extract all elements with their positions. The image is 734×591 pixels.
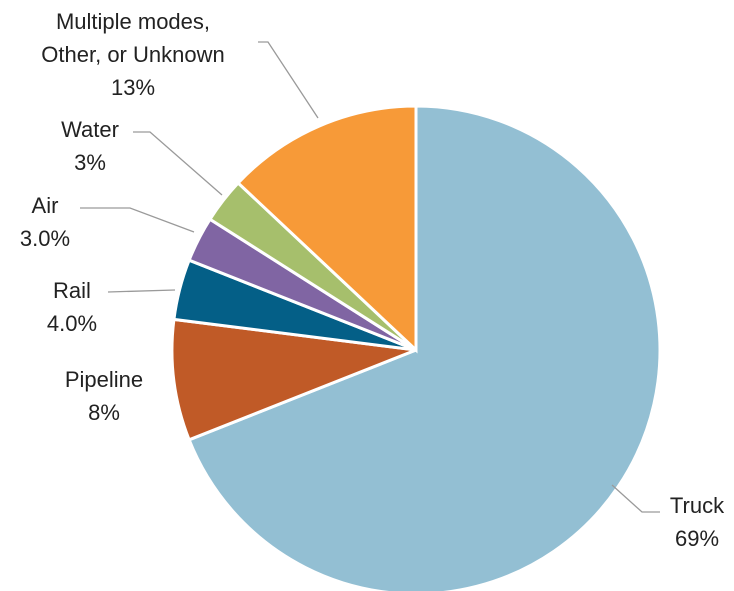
leader-line-0 — [611, 484, 660, 513]
slice-name-label: Pipeline — [65, 367, 143, 392]
slice-label-4: Water 3% — [61, 117, 119, 175]
slice-label-2: Rail 4.0% — [47, 278, 97, 336]
slice-name-label: Multiple modes, — [56, 9, 210, 34]
slice-name-label: Air — [32, 193, 59, 218]
slice-name-label: Rail — [53, 278, 91, 303]
pie-slice-5 — [236, 104, 418, 354]
slice-value-label: 3% — [74, 150, 106, 175]
slice-name-label: Truck — [670, 493, 725, 518]
slice-label-1: Pipeline 8% — [65, 367, 143, 425]
pie-slice-0 — [187, 104, 662, 591]
leader-line-5 — [258, 41, 319, 119]
slice-value-label: 4.0% — [47, 311, 97, 336]
leader-line-4 — [133, 131, 223, 196]
slice-value-label: 3.0% — [20, 226, 70, 251]
slice-value-label: 13% — [111, 75, 155, 100]
leader-line-2 — [107, 289, 176, 293]
pie-slice-1 — [170, 317, 417, 442]
slice-value-label: 69% — [675, 526, 719, 551]
slice-name-label: Other, or Unknown — [41, 42, 224, 67]
slice-value-label: 8% — [88, 400, 120, 425]
leader-line-3 — [80, 207, 195, 233]
slice-label-0: Truck 69% — [670, 493, 725, 551]
slice-label-5: Multiple modes, Other, or Unknown 13% — [41, 9, 224, 100]
slice-label-3: Air 3.0% — [20, 193, 70, 251]
slice-name-label: Water — [61, 117, 119, 142]
